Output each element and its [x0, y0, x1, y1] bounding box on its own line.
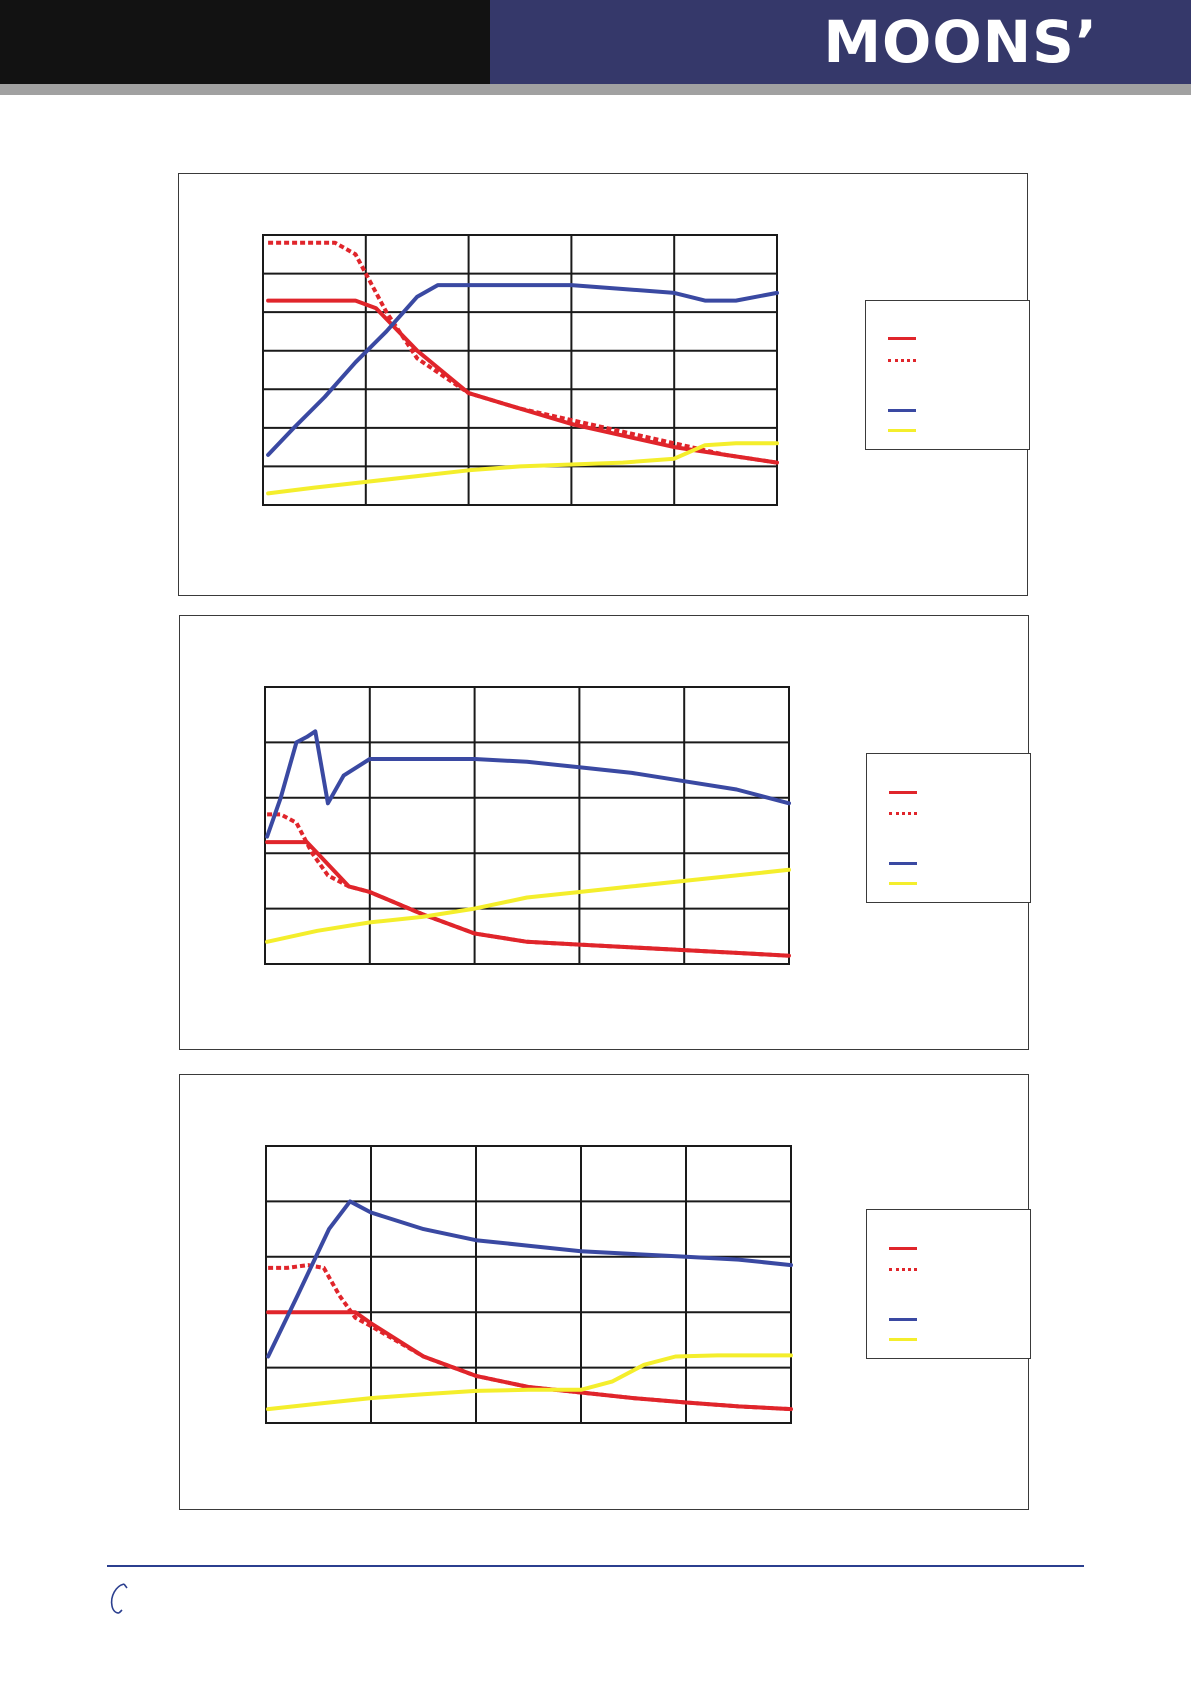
- series-blue-line: [265, 729, 791, 839]
- phone-icon: [110, 1583, 128, 1614]
- chart-3-legend: [866, 1209, 1031, 1359]
- chart-panel-3: [179, 1074, 1031, 1510]
- series-red-solid-line: [266, 298, 779, 465]
- series-blue-line: [266, 283, 779, 457]
- legend-red-dashed-swatch: [889, 812, 917, 815]
- header-right-bar: MOONS’: [490, 0, 1191, 84]
- chart-1-legend: [865, 300, 1030, 450]
- legend-yellow-swatch: [889, 882, 917, 885]
- legend-blue-swatch: [889, 1318, 917, 1321]
- series-red-dashed-line: [268, 240, 778, 465]
- footer-rule: [107, 1565, 1084, 1567]
- chart-2-legend: [866, 753, 1031, 903]
- legend-blue-swatch: [888, 409, 916, 412]
- series-red-dashed-line: [268, 1263, 792, 1412]
- legend-blue-swatch: [889, 862, 917, 865]
- plot-frame: [265, 1145, 792, 1424]
- plot-frame: [264, 686, 790, 965]
- series-red-solid-line: [266, 1310, 793, 1412]
- legend-yellow-swatch: [888, 429, 916, 432]
- series-yellow-line: [265, 867, 791, 944]
- header-strip: [0, 84, 1191, 95]
- plot-frame: [262, 234, 778, 506]
- header-left-bar: [0, 0, 490, 84]
- legend-yellow-swatch: [889, 1338, 917, 1341]
- series-red-dashed-line: [267, 812, 790, 958]
- chart-1-svg: [262, 234, 779, 506]
- chart-3-svg: [265, 1145, 793, 1424]
- legend-red-solid-swatch: [888, 337, 916, 340]
- legend-red-dashed-swatch: [889, 1268, 917, 1271]
- legend-red-solid-swatch: [889, 791, 917, 794]
- brand-logo: MOONS’: [823, 8, 1098, 76]
- chart-panel-2: [179, 615, 1031, 1050]
- chart-2-svg: [264, 686, 791, 965]
- series-yellow-line: [266, 1353, 793, 1412]
- legend-red-solid-swatch: [889, 1247, 917, 1250]
- chart-panel-1: [178, 173, 1030, 596]
- legend-red-dashed-swatch: [888, 359, 916, 362]
- series-yellow-line: [266, 441, 779, 496]
- series-blue-line: [266, 1199, 793, 1359]
